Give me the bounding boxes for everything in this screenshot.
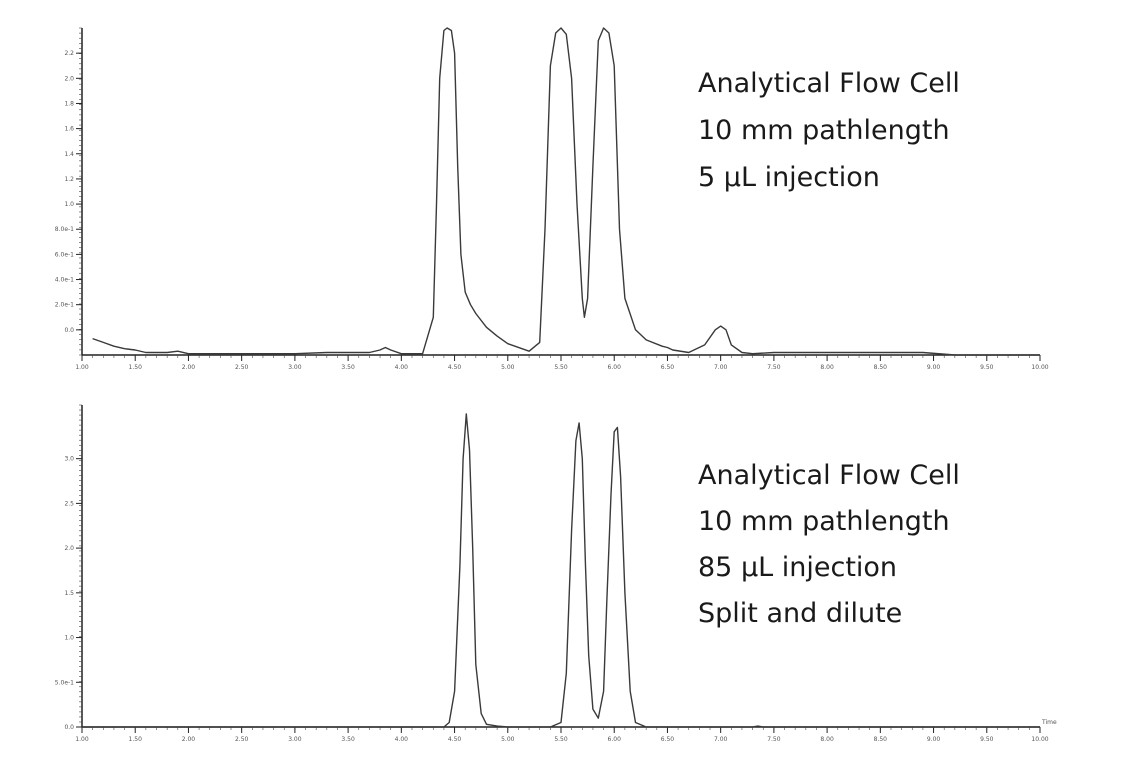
x-tick-label: 3.50: [341, 736, 355, 743]
chromatogram-trace: [82, 413, 1040, 728]
y-tick-label: 1.4: [64, 151, 74, 158]
x-tick-label: 6.50: [661, 364, 675, 371]
annotation-line: 10 mm pathlength: [698, 115, 950, 146]
x-axis-label: Time: [1041, 719, 1057, 726]
x-tick-label: 7.50: [767, 736, 781, 743]
y-tick-label: 0.0: [64, 724, 74, 731]
x-tick-label: 6.00: [608, 736, 622, 743]
x-tick-label: 2.00: [182, 736, 196, 743]
y-tick-label: 1.0: [64, 201, 74, 208]
y-tick-label: 3.0: [64, 456, 74, 463]
x-tick-label: 1.50: [129, 364, 143, 371]
x-tick-label: 7.00: [714, 736, 728, 743]
x-tick-label: 3.50: [341, 364, 355, 371]
x-tick-label: 7.50: [767, 364, 781, 371]
x-tick-label: 3.00: [288, 736, 302, 743]
y-tick-label: 2.0e-1: [55, 302, 74, 309]
x-tick-label: 2.00: [182, 364, 196, 371]
annotation-line: 5 µL injection: [698, 162, 880, 193]
x-tick-label: 6.00: [608, 364, 622, 371]
x-tick-label: 5.50: [554, 736, 568, 743]
x-tick-label: 9.00: [927, 736, 941, 743]
annotation-line: Analytical Flow Cell: [698, 68, 960, 99]
chromatogram-trace: [92, 27, 1040, 356]
x-tick-label: 8.00: [820, 364, 834, 371]
x-tick-label: 4.50: [448, 736, 462, 743]
x-tick-label: 8.50: [874, 364, 888, 371]
x-tick-label: 2.50: [235, 736, 249, 743]
x-tick-label: 10.00: [1031, 736, 1048, 743]
x-tick-label: 8.00: [820, 736, 834, 743]
annotation-line: 10 mm pathlength: [698, 506, 950, 537]
x-tick-label: 3.00: [288, 364, 302, 371]
x-tick-label: 9.00: [927, 364, 941, 371]
x-tick-label: 4.00: [395, 736, 409, 743]
y-tick-label: 4.0e-1: [55, 277, 74, 284]
chromatogram-bottom: 0.0 5.0e-1 1.0 1.5 2.0 2.5 3.0 1.00 1.50 2.00 2.50…: [55, 404, 1057, 743]
x-tick-label: 4.00: [395, 364, 409, 371]
x-tick-label: 5.00: [501, 364, 515, 371]
y-tick-label: 2.0: [64, 75, 74, 82]
y-tick-label: 6.0e-1: [55, 251, 74, 258]
y-tick-label: 1.6: [64, 126, 74, 133]
y-tick-label: 0.0: [64, 327, 74, 334]
x-tick-label: 1.50: [129, 736, 143, 743]
annotation-line: Split and dilute: [698, 598, 902, 629]
x-tick-label: 6.50: [661, 736, 675, 743]
y-tick-label: 1.5: [64, 590, 74, 597]
annotation-line: Analytical Flow Cell: [698, 460, 960, 491]
x-tick-label: 10.00: [1031, 364, 1048, 371]
y-tick-label: 2.5: [64, 500, 74, 507]
y-tick-label: 1.2: [64, 176, 74, 183]
y-tick-label: 2.0: [64, 545, 74, 552]
x-tick-label: 4.50: [448, 364, 462, 371]
y-tick-label: 2.2: [64, 50, 74, 57]
x-tick-label: 5.50: [554, 364, 568, 371]
y-tick-label: 1.0: [64, 635, 74, 642]
y-tick-label: 8.0e-1: [55, 226, 74, 233]
x-tick-label: 9.50: [980, 364, 994, 371]
x-tick-label: 1.00: [75, 364, 89, 371]
y-tick-label: 5.0e-1: [55, 679, 74, 686]
x-tick-label: 7.00: [714, 364, 728, 371]
x-tick-label: 8.50: [874, 736, 888, 743]
annotation-line: 85 µL injection: [698, 552, 897, 583]
chromatogram-top: 0.0 2.0e-1 4.0e-1 6.0e-1 8.0e-1 1.0 1.2 1.4 1.6 1…: [55, 27, 1049, 371]
y-tick-label: 1.8: [64, 100, 74, 107]
x-tick-label: 2.50: [235, 364, 249, 371]
x-tick-label: 1.00: [75, 736, 89, 743]
x-tick-label: 9.50: [980, 736, 994, 743]
x-tick-label: 5.00: [501, 736, 515, 743]
